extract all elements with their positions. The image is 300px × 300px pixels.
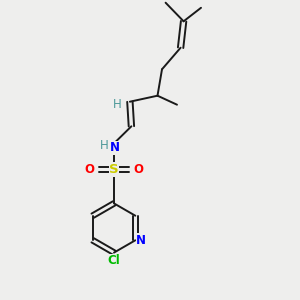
Text: N: N bbox=[136, 234, 146, 247]
Text: S: S bbox=[109, 163, 119, 176]
Text: H: H bbox=[100, 139, 109, 152]
Text: H: H bbox=[113, 98, 122, 111]
Text: Cl: Cl bbox=[108, 254, 120, 268]
Text: N: N bbox=[110, 141, 120, 154]
Text: O: O bbox=[134, 163, 144, 176]
Text: O: O bbox=[84, 163, 94, 176]
